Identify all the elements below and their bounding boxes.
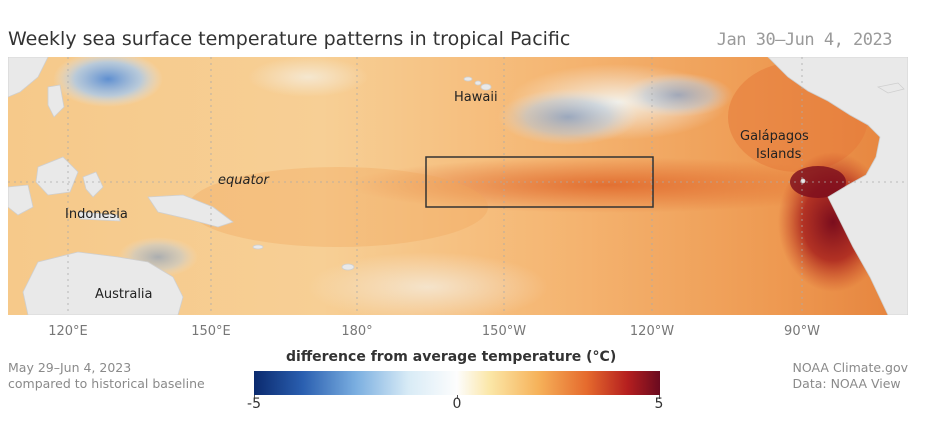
australia-label: Australia: [95, 287, 153, 302]
sulawesi-land: [82, 171, 104, 198]
nino34-region-box: [425, 156, 654, 208]
legend-tick-mark-max: [659, 395, 660, 399]
longitude-tick-120w: 120°W: [629, 324, 675, 339]
hawaii-label: Hawaii: [454, 90, 498, 105]
footer-baseline: compared to historical baseline: [8, 376, 205, 391]
warm-band-west: [188, 167, 488, 247]
land-masses: [8, 57, 908, 315]
longitude-tick-150e: 150°E: [191, 324, 231, 339]
footer-source-info: NOAA Climate.gov Data: NOAA View: [793, 360, 908, 392]
pacific-island: [341, 263, 355, 271]
legend-mid-label: 0: [452, 396, 462, 412]
map-graphic: [8, 57, 908, 315]
date-range: Jan 30–Jun 4, 2023: [716, 30, 893, 50]
footer-source-org: NOAA Climate.gov: [792, 360, 908, 375]
legend-title: difference from average temperature (°C): [286, 349, 617, 365]
borneo-land: [35, 156, 79, 196]
asia-land: [8, 57, 49, 98]
footer-source-data: Data: NOAA View: [792, 376, 901, 391]
legend-max-label: 5: [654, 396, 664, 412]
hawaii-island: [474, 80, 482, 86]
legend-color-bar: [254, 371, 660, 395]
java-land: [77, 211, 121, 222]
philippines-land: [47, 84, 65, 118]
cool-patch-west: [53, 57, 163, 107]
pacific-island: [252, 244, 264, 250]
equator-label: equator: [218, 173, 269, 188]
longitude-gridlines: [67, 57, 803, 315]
legend-tick-mark-mid: [457, 395, 458, 399]
longitude-tick-90w: 90°W: [784, 324, 820, 339]
cool-patch: [623, 73, 733, 117]
galapagos-label-line2: Islands: [756, 147, 802, 162]
longitude-tick-150w: 150°W: [481, 324, 527, 339]
galapagos-label-line1: Galápagos: [740, 129, 809, 144]
page-title: Weekly sea surface temperature patterns …: [8, 28, 571, 50]
hawaii-island: [480, 83, 492, 91]
longitude-tick-180: 180°: [341, 324, 373, 339]
australia-land: [22, 251, 184, 315]
pale-patch: [248, 57, 368, 97]
new-guinea-land: [147, 194, 234, 228]
footer-period: May 29–Jun 4, 2023: [8, 360, 132, 375]
indonesia-label: Indonesia: [65, 207, 128, 222]
sumatra-land: [8, 184, 34, 216]
footer-period-info: May 29–Jun 4, 2023 compared to historica…: [8, 360, 205, 392]
caribbean-island: [876, 82, 905, 94]
equatorial-warm-band: [348, 157, 868, 213]
hawaii-island: [463, 76, 473, 82]
legend-tick-mark-min: [254, 395, 255, 399]
pale-patch-south: [308, 252, 548, 315]
legend-min-label: -5: [247, 396, 261, 412]
cool-patch: [498, 89, 638, 145]
americas-land: [767, 57, 908, 315]
sst-anomaly-map: Hawaii Galápagos Islands equator Indones…: [8, 57, 908, 315]
longitude-tick-120e: 120°E: [48, 324, 88, 339]
